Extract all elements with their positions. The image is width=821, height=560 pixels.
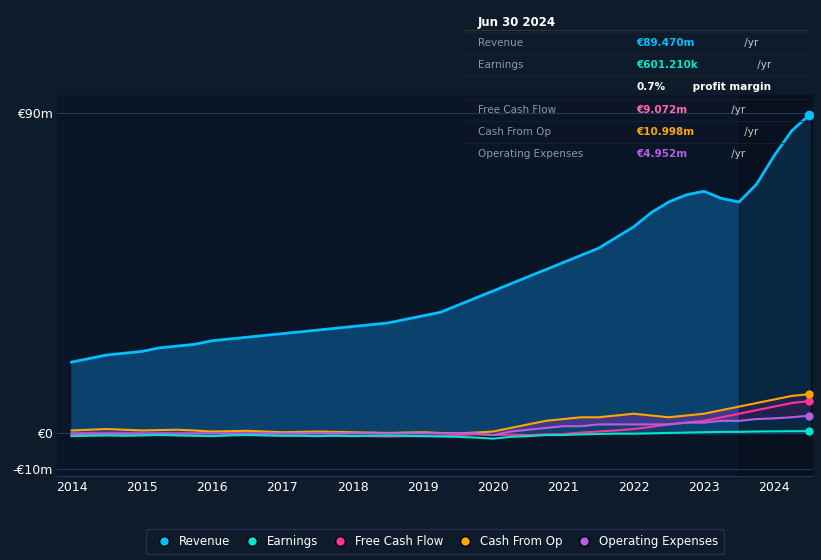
Text: €10.998m: €10.998m (636, 127, 695, 137)
Bar (739, 95, 813, 476)
Text: €601.210k: €601.210k (636, 60, 698, 70)
Text: €89.470m: €89.470m (636, 38, 695, 48)
Text: Operating Expenses: Operating Expenses (478, 150, 583, 160)
Text: /yr: /yr (741, 38, 759, 48)
Text: €9.072m: €9.072m (636, 105, 687, 115)
Text: Earnings: Earnings (478, 60, 523, 70)
Text: /yr: /yr (728, 150, 745, 160)
Text: 0.7%: 0.7% (636, 82, 665, 92)
Text: Free Cash Flow: Free Cash Flow (478, 105, 556, 115)
Text: profit margin: profit margin (689, 82, 771, 92)
Text: /yr: /yr (728, 105, 745, 115)
Legend: Revenue, Earnings, Free Cash Flow, Cash From Op, Operating Expenses: Revenue, Earnings, Free Cash Flow, Cash … (146, 529, 724, 554)
Text: Jun 30 2024: Jun 30 2024 (478, 16, 556, 29)
Text: Revenue: Revenue (478, 38, 523, 48)
Text: /yr: /yr (754, 60, 772, 70)
Text: €4.952m: €4.952m (636, 150, 687, 160)
Text: /yr: /yr (741, 127, 759, 137)
Text: Cash From Op: Cash From Op (478, 127, 551, 137)
